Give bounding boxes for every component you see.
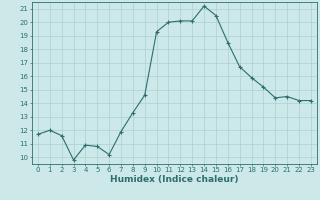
X-axis label: Humidex (Indice chaleur): Humidex (Indice chaleur) <box>110 175 239 184</box>
